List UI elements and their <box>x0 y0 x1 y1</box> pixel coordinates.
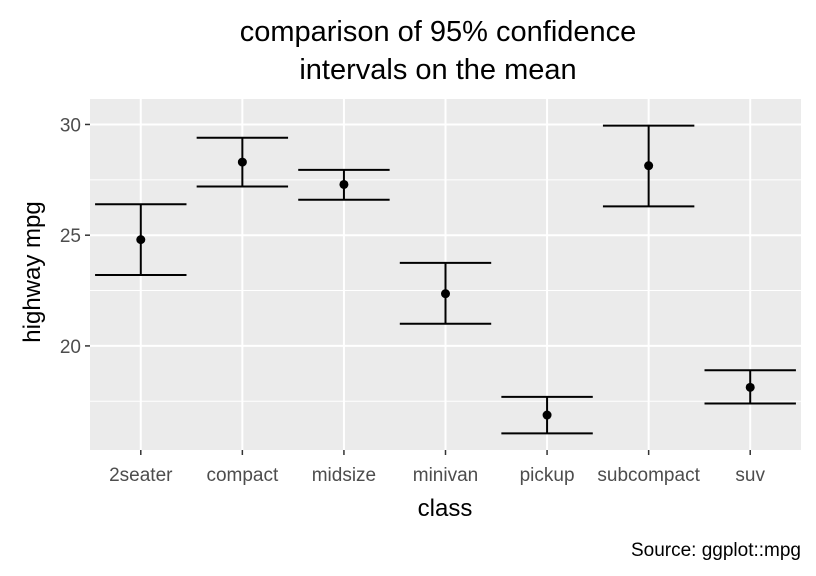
y-tick-label: 30 <box>60 115 81 136</box>
errorbar-pickup <box>501 395 593 435</box>
mean-point <box>441 289 450 299</box>
x-axis-title: class <box>418 495 473 522</box>
x-tick-label-pickup: pickup <box>520 465 575 486</box>
y-axis-title: highway mpg <box>19 201 46 342</box>
mean-point <box>136 235 146 245</box>
chart-title-line-2: intervals on the mean <box>299 54 576 86</box>
errorbar-minivan <box>399 261 492 325</box>
mean-point <box>237 157 247 167</box>
mean-point <box>542 410 552 420</box>
error-bars <box>95 124 796 435</box>
y-axis: 20 25 30 <box>60 115 90 358</box>
x-tick-label-suv: suv <box>735 465 765 486</box>
errorbar-suv <box>704 369 796 405</box>
chart-title-line-1: comparison of 95% confidence <box>240 16 637 48</box>
errorbar-midsize <box>298 168 390 201</box>
mean-point <box>745 382 755 392</box>
y-tick-label: 20 <box>60 337 81 358</box>
x-tick-label-2seater: 2seater <box>109 465 173 486</box>
x-tick-label-subcompact: subcompact <box>597 465 700 486</box>
y-tick-label: 25 <box>60 226 81 247</box>
x-tick-label-midsize: midsize <box>312 465 376 486</box>
errorbar-subcompact <box>602 124 695 208</box>
chart-caption: Source: ggplot::mpg <box>631 540 801 561</box>
mean-point <box>644 161 654 171</box>
errorbar-2seater <box>95 203 187 277</box>
x-tick-label-minivan: minivan <box>413 465 478 486</box>
x-axis: 2seater compact midsize minivan pickup subcom… <box>109 450 765 486</box>
x-tick-label-compact: compact <box>206 465 279 486</box>
chart-title: comparison of 95% confidence intervals o… <box>240 16 637 86</box>
mean-point <box>339 179 349 189</box>
errorbar-compact <box>196 136 289 188</box>
